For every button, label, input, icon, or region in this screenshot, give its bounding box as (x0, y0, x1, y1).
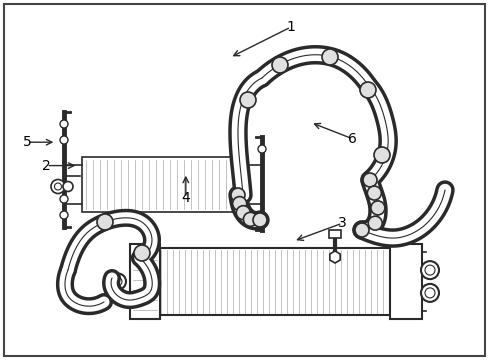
Text: 3: 3 (337, 216, 346, 230)
Circle shape (252, 213, 266, 227)
Circle shape (424, 265, 434, 275)
Circle shape (420, 284, 438, 302)
Circle shape (134, 245, 150, 261)
Circle shape (60, 120, 68, 128)
Text: 5: 5 (22, 135, 31, 149)
Circle shape (424, 288, 434, 298)
Circle shape (243, 212, 257, 226)
Circle shape (321, 49, 337, 65)
Circle shape (240, 92, 256, 108)
Bar (389, 244, 421, 319)
Circle shape (60, 136, 68, 144)
Bar (328, 230, 340, 238)
Bar (158, 248, 391, 315)
Bar (130, 244, 160, 319)
Circle shape (354, 223, 368, 237)
Polygon shape (329, 251, 340, 263)
Circle shape (236, 206, 250, 220)
Circle shape (373, 147, 389, 163)
Circle shape (114, 278, 122, 285)
Circle shape (359, 82, 375, 98)
Circle shape (51, 180, 65, 194)
Circle shape (54, 183, 61, 190)
Circle shape (110, 274, 126, 289)
Circle shape (420, 261, 438, 279)
Text: 6: 6 (347, 132, 356, 145)
Circle shape (60, 211, 68, 219)
Circle shape (258, 145, 265, 153)
Text: 1: 1 (286, 20, 295, 34)
Circle shape (63, 181, 73, 192)
Circle shape (258, 214, 265, 222)
Circle shape (367, 216, 382, 230)
Circle shape (271, 57, 287, 73)
Bar (82, 157, 246, 212)
Text: 2: 2 (42, 159, 51, 172)
Circle shape (362, 173, 376, 187)
Circle shape (60, 195, 68, 203)
Circle shape (97, 214, 113, 230)
Circle shape (230, 188, 244, 202)
Circle shape (232, 197, 246, 211)
Circle shape (366, 186, 381, 200)
Circle shape (370, 201, 384, 215)
Text: 4: 4 (181, 191, 190, 205)
